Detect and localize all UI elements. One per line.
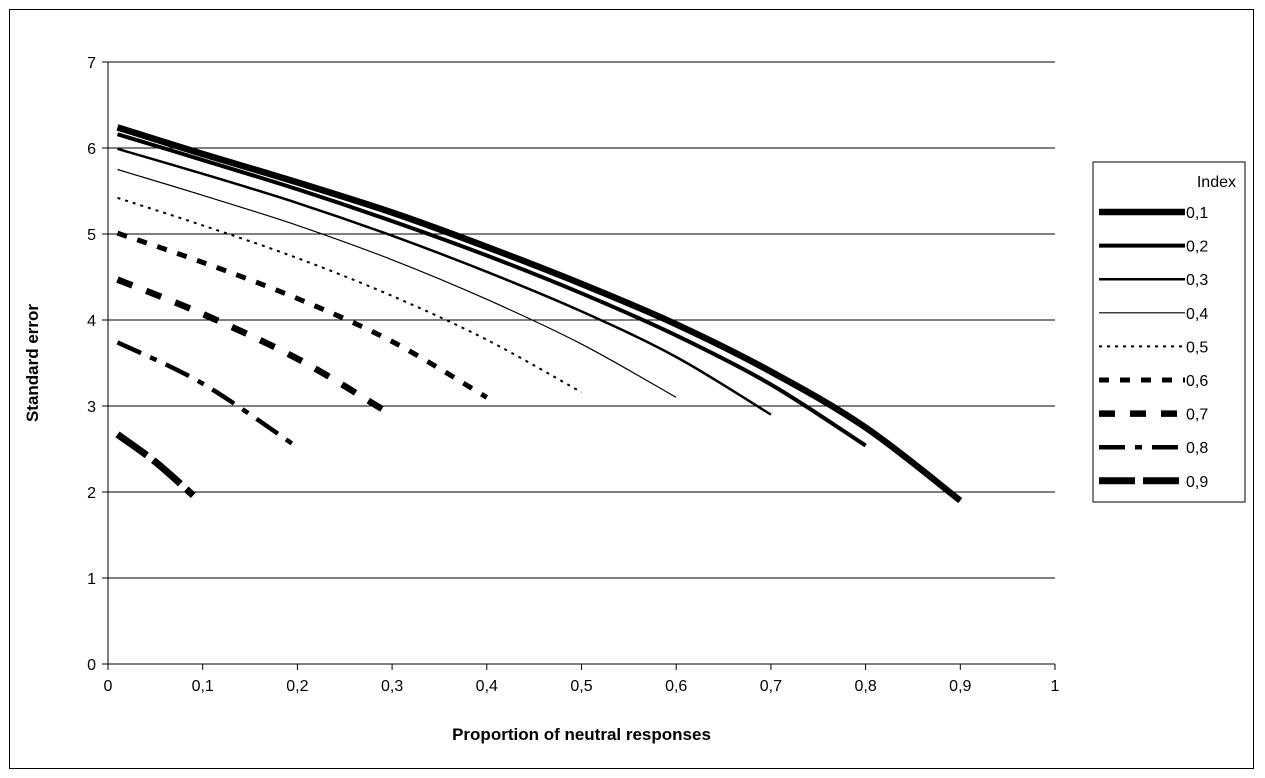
x-tick-label: 0,3 [381, 678, 403, 695]
legend-label-5: 0,5 [1186, 339, 1208, 356]
y-tick-label: 7 [87, 55, 96, 72]
axes [102, 61, 1056, 670]
series-line-6 [116, 230, 489, 400]
legend-items: 0,1 0,2 0,3 0,4 0,5 0,6 0,7 0,8 0,9 [1099, 205, 1208, 491]
y-tick-label: 2 [87, 485, 96, 502]
chart-frame [9, 9, 1254, 769]
legend-label-2: 0,2 [1186, 239, 1208, 256]
legend-label-9: 0,9 [1186, 474, 1208, 491]
y-tick-label: 5 [87, 227, 96, 244]
series-line-9 [115, 431, 196, 499]
y-axis-title: Standard error [23, 304, 42, 422]
series-line-5 [117, 196, 582, 394]
x-tick-label: 0 [104, 678, 113, 695]
x-tick-label: 0,8 [854, 678, 876, 695]
legend-label-3: 0,3 [1186, 272, 1208, 289]
legend-title: Index [1197, 174, 1236, 191]
y-tick-label: 3 [87, 399, 96, 416]
y-tick-label: 4 [87, 313, 96, 330]
legend-label-1: 0,1 [1186, 205, 1208, 222]
x-tick-label: 0,9 [949, 678, 971, 695]
series-lines [115, 124, 963, 504]
tick-labels: 0 1 2 3 4 5 6 7 0 0,1 0,2 0,3 0,4 0,5 0,6 0,7 0,8 0,9 1 [87, 55, 1059, 695]
x-tick-label: 0,1 [192, 678, 214, 695]
series-line-4 [117, 168, 677, 398]
x-axis-title: Proportion of neutral responses [452, 725, 711, 744]
legend: Index 0,1 0,2 0,3 0,4 0,5 0,6 0,7 0,8 0,9 [1092, 161, 1246, 503]
gridlines [108, 61, 1055, 579]
y-tick-label: 6 [87, 141, 96, 158]
series-line-8 [116, 340, 299, 450]
x-tick-label: 0,2 [286, 678, 308, 695]
legend-label-8: 0,8 [1186, 440, 1208, 457]
y-tick-label: 0 [87, 657, 96, 674]
x-tick-label: 0,6 [665, 678, 687, 695]
x-tick-label: 0,7 [760, 678, 782, 695]
series-line-1 [116, 124, 963, 504]
x-tick-label: 0,4 [476, 678, 498, 695]
series-line-3 [117, 147, 772, 416]
x-tick-label: 1 [1051, 678, 1060, 695]
x-tick-label: 0,5 [570, 678, 592, 695]
series-line-2 [116, 132, 867, 448]
legend-label-7: 0,7 [1186, 407, 1208, 424]
legend-label-6: 0,6 [1186, 373, 1208, 390]
series-line-7 [116, 276, 385, 413]
legend-label-4: 0,4 [1186, 306, 1208, 323]
y-tick-label: 1 [87, 571, 96, 588]
